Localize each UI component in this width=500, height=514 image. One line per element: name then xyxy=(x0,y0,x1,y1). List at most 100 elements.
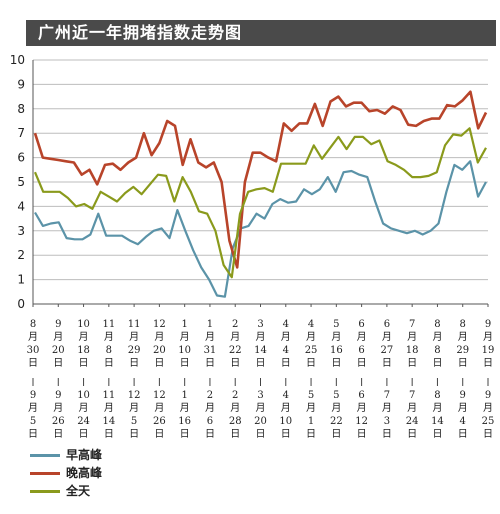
x-tick-label: 日 xyxy=(281,358,291,369)
x-tick-label: 日 xyxy=(483,358,493,369)
x-tick-label: 3 xyxy=(257,319,263,330)
x-tick-label: 日 xyxy=(382,358,392,369)
y-tick-label: 7 xyxy=(17,126,25,140)
x-tick-label: 1 xyxy=(207,319,213,330)
x-tick-label: 25 xyxy=(305,345,318,356)
y-tick-label: 0 xyxy=(17,297,25,311)
x-tick-label: 日 xyxy=(205,429,215,440)
x-tick-label: 日 xyxy=(79,429,89,440)
x-tick-label: 日 xyxy=(129,429,139,440)
x-tick-label: 12 xyxy=(153,319,166,330)
y-tick-label: 6 xyxy=(17,151,25,165)
x-tick-label: 16 xyxy=(330,345,343,356)
x-tick-label: 26 xyxy=(153,416,166,427)
x-tick-label: 月 xyxy=(129,402,139,414)
x-tick-label: 26 xyxy=(52,416,65,427)
x-tick-label: 月 xyxy=(357,331,367,343)
x-tick-label: 日 xyxy=(180,429,190,440)
x-tick-label: 月 xyxy=(256,402,266,414)
x-tick-label: 8 xyxy=(434,390,440,401)
x-tick-label: 日 xyxy=(306,358,316,369)
x-tick-label: 1 xyxy=(181,319,187,330)
x-tick-label: 月 xyxy=(407,402,417,414)
x-tick-label: 10 xyxy=(77,319,90,330)
x-tick-label: 5 xyxy=(333,390,339,401)
x-tick-label: 月 xyxy=(129,331,139,343)
x-tick-label: 3 xyxy=(384,416,390,427)
y-tick-label: 10 xyxy=(10,53,25,67)
y-tick-label: 1 xyxy=(17,273,25,287)
x-tick-label: 日 xyxy=(331,429,341,440)
x-tick-label: 日 xyxy=(53,429,63,440)
x-tick-label: 12 xyxy=(153,390,166,401)
x-tick-label: 月 xyxy=(432,331,442,343)
x-tick-label: 月 xyxy=(205,402,215,414)
x-tick-label: 6 xyxy=(358,319,364,330)
x-tick-label: 5 xyxy=(308,390,314,401)
x-tick-label: 4 xyxy=(283,319,289,330)
x-tick-label: 日 xyxy=(432,429,442,440)
x-tick-label: 日 xyxy=(432,358,442,369)
x-tick-label: 2 xyxy=(232,390,238,401)
x-tick-label: 日 xyxy=(180,358,190,369)
x-tick-label: 10 xyxy=(178,345,191,356)
x-tick-label: 月 xyxy=(53,331,63,343)
x-tick-label: 6 xyxy=(207,416,213,427)
x-tick-label: 5 xyxy=(131,416,137,427)
x-tick-label: 月 xyxy=(154,331,164,343)
x-tick-label: 月 xyxy=(331,331,341,343)
x-tick-label: 3 xyxy=(257,390,263,401)
x-tick-label: 14 xyxy=(431,416,444,427)
x-tick-label: 28 xyxy=(229,416,242,427)
y-tick-label: 2 xyxy=(17,248,25,262)
x-tick-label: 20 xyxy=(153,345,166,356)
x-tick-label: 月 xyxy=(382,402,392,414)
x-tick-label: 9 xyxy=(30,390,36,401)
legend-swatch-allday xyxy=(30,490,60,493)
x-tick-label: 月 xyxy=(79,331,89,343)
x-tick-label: 日 xyxy=(407,429,417,440)
x-tick-label: 24 xyxy=(77,416,90,427)
y-tick-label: 4 xyxy=(17,199,25,213)
x-tick-label: 月 xyxy=(483,331,493,343)
y-tick-label: 9 xyxy=(17,77,25,91)
x-tick-label: 日 xyxy=(458,429,468,440)
x-tick-label: 8 xyxy=(106,345,112,356)
x-tick-label: 4 xyxy=(308,319,314,330)
x-tick-label: 日 xyxy=(154,358,164,369)
x-tick-label: 12 xyxy=(128,390,141,401)
y-tick-label: 3 xyxy=(17,224,25,238)
legend-label-allday: 全天 xyxy=(66,484,91,498)
x-tick-label: 8 xyxy=(460,319,466,330)
x-tick-label: 18 xyxy=(77,345,90,356)
x-tick-label: 8 xyxy=(434,345,440,356)
x-tick-label: 日 xyxy=(28,358,38,369)
x-tick-label: 月 xyxy=(154,402,164,414)
x-tick-label: 日 xyxy=(230,358,240,369)
legend-label-morning: 早高峰 xyxy=(66,448,103,462)
x-tick-label: 月 xyxy=(230,331,240,343)
x-tick-label: 6 xyxy=(358,345,364,356)
x-tick-label: 月 xyxy=(28,331,38,343)
x-tick-label: 30 xyxy=(27,345,40,356)
y-tick-label: 8 xyxy=(17,102,25,116)
x-tick-label: 月 xyxy=(432,402,442,414)
x-tick-label: 9 xyxy=(485,390,491,401)
x-tick-label: 日 xyxy=(458,358,468,369)
x-tick-label: 8 xyxy=(434,319,440,330)
x-tick-label: 10 xyxy=(77,390,90,401)
x-tick-label: 日 xyxy=(104,358,114,369)
x-tick-label: 月 xyxy=(79,402,89,414)
series-line-evening xyxy=(33,90,488,269)
x-tick-label: 22 xyxy=(330,416,343,427)
x-tick-label: 月 xyxy=(306,331,316,343)
x-tick-label: 日 xyxy=(205,358,215,369)
y-tick-label: 5 xyxy=(17,175,25,189)
x-tick-label: 日 xyxy=(357,358,367,369)
x-tick-label: 月 xyxy=(53,402,63,414)
legend-label-evening: 晚高峰 xyxy=(66,466,103,480)
x-tick-label: 日 xyxy=(256,358,266,369)
x-tick-label: 日 xyxy=(256,429,266,440)
x-tick-label: 20 xyxy=(254,416,267,427)
x-tick-label: 日 xyxy=(53,358,63,369)
